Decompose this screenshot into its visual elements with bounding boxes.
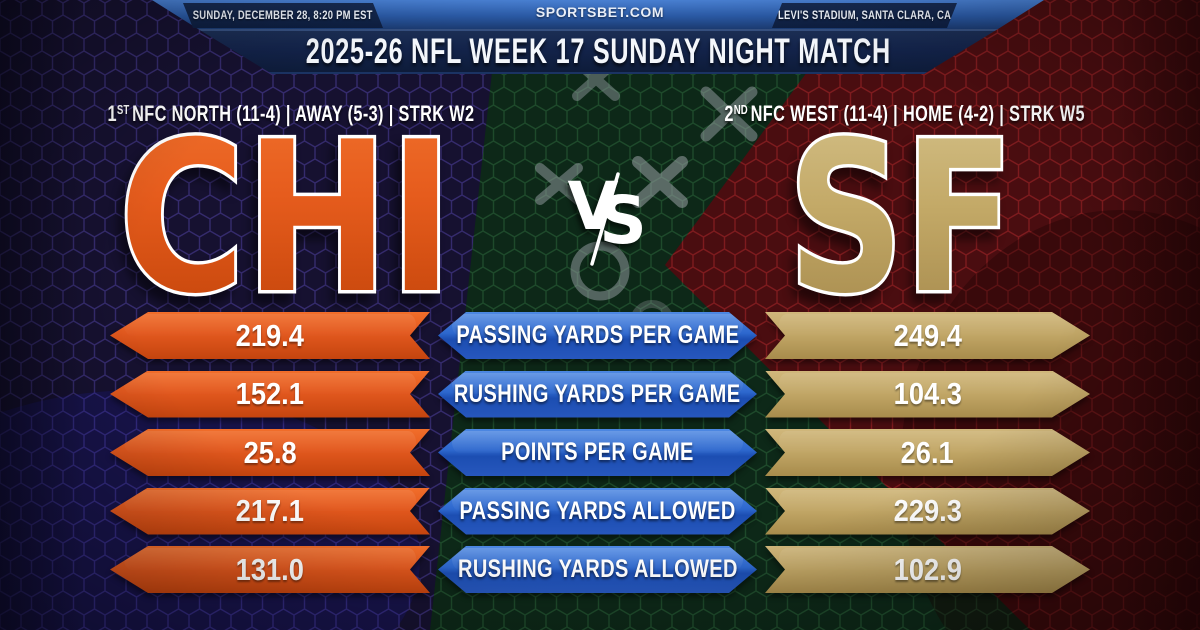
home-stat-value: 102.9 — [893, 551, 962, 587]
stat-label-bar: PASSING YARDS PER GAME — [438, 312, 757, 359]
home-stat-value-bar: 104.3 — [765, 371, 1090, 418]
away-stat-value-bar: 152.1 — [110, 371, 430, 418]
stat-label: PASSING YARDS PER GAME — [456, 321, 739, 349]
stat-label: RUSHING YARDS PER GAME — [454, 379, 741, 408]
away-stat-value-bar: 25.8 — [110, 429, 430, 476]
stat-label: POINTS PER GAME — [501, 438, 694, 466]
stat-row: 219.4 PASSING YARDS PER GAME 249.4 — [110, 312, 1090, 359]
away-stat-value: 131.0 — [235, 551, 305, 587]
stats-table: 219.4 PASSING YARDS PER GAME 249.4 152.1… — [110, 312, 1090, 593]
stat-label: RUSHING YARDS ALLOWED — [457, 555, 738, 583]
vs-mark: V S V S — [564, 168, 647, 269]
stat-row: 217.1 PASSING YARDS ALLOWED 229.3 — [110, 488, 1090, 535]
away-stat-value-bar: 217.1 — [110, 488, 430, 535]
away-stat-value-bar: 219.4 — [110, 312, 430, 359]
away-stat-value-bar: 131.0 — [110, 546, 430, 593]
stat-label: PASSING YARDS ALLOWED — [459, 496, 736, 525]
stat-label-bar: POINTS PER GAME — [438, 429, 757, 476]
home-stat-value-bar: 229.3 — [765, 488, 1090, 535]
home-stat-value: 229.3 — [893, 493, 962, 528]
home-stat-value: 104.3 — [893, 376, 962, 411]
stat-label-bar: PASSING YARDS ALLOWED — [438, 488, 757, 535]
home-stat-value: 249.4 — [893, 317, 962, 353]
stat-row: 152.1 RUSHING YARDS PER GAME 104.3 — [110, 371, 1090, 418]
home-stat-value-bar: 26.1 — [765, 429, 1090, 476]
home-stat-value-bar: 102.9 — [765, 546, 1090, 593]
away-stat-value: 219.4 — [235, 317, 305, 353]
home-stat-value-bar: 249.4 — [765, 312, 1090, 359]
home-stat-value: 26.1 — [900, 434, 955, 470]
away-stat-value: 217.1 — [235, 493, 305, 528]
stat-row: 131.0 RUSHING YARDS ALLOWED 102.9 — [110, 546, 1090, 593]
away-team-abbr: CHI — [119, 98, 453, 340]
stat-label-bar: RUSHING YARDS PER GAME — [438, 371, 757, 418]
away-stat-value: 152.1 — [235, 376, 305, 411]
stat-label-bar: RUSHING YARDS ALLOWED — [438, 546, 757, 593]
home-team-abbr: SF — [788, 98, 1014, 340]
away-stat-value: 25.8 — [243, 434, 297, 470]
stat-row: 25.8 POINTS PER GAME 26.1 — [110, 429, 1090, 476]
